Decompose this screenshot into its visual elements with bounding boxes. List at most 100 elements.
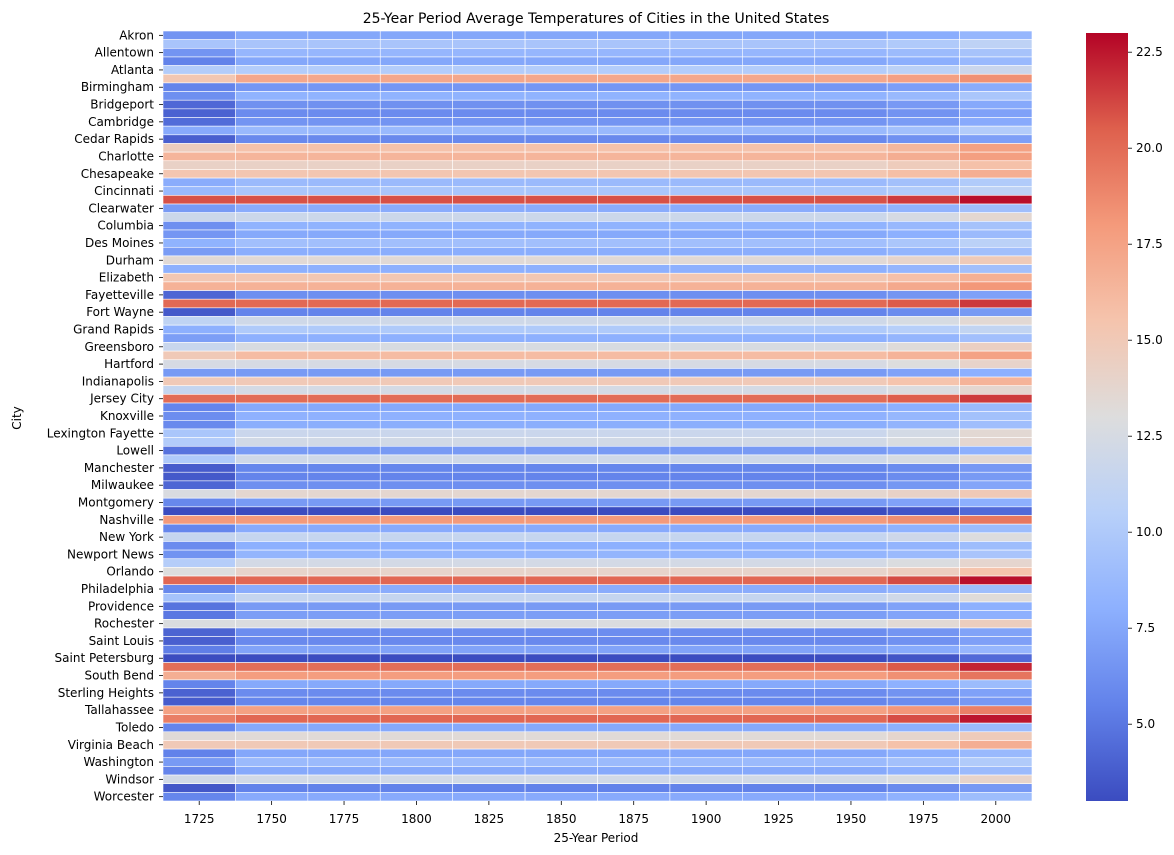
heatmap-cell — [669, 532, 743, 542]
heatmap-cell — [379, 82, 453, 92]
heatmap-cell — [742, 169, 816, 179]
heatmap-cell — [162, 160, 236, 170]
heatmap-cell — [235, 117, 309, 127]
heatmap-cell — [597, 705, 671, 715]
heatmap-cell — [235, 506, 309, 516]
heatmap-cell — [597, 740, 671, 750]
y-tick-label: Durham — [106, 253, 154, 267]
heatmap-cell — [742, 272, 816, 283]
heatmap-cell — [597, 39, 671, 49]
heatmap-cell — [307, 160, 381, 170]
heatmap-cell — [162, 65, 236, 75]
heatmap-cell — [669, 246, 743, 257]
heatmap-cell — [235, 238, 309, 248]
heatmap-cell — [307, 783, 381, 793]
heatmap-cell — [235, 619, 309, 629]
heatmap-cell — [524, 445, 598, 456]
heatmap-cell — [235, 264, 309, 274]
heatmap-cell — [379, 696, 453, 707]
heatmap-cell — [524, 610, 598, 620]
heatmap-cell — [814, 463, 888, 473]
heatmap-cell — [742, 610, 816, 620]
heatmap-cell — [524, 463, 598, 473]
heatmap-cell — [307, 636, 381, 646]
heatmap-cell — [452, 91, 526, 101]
heatmap-cell — [524, 644, 598, 655]
heatmap-cell — [959, 108, 1033, 118]
heatmap-cell — [814, 264, 888, 274]
heatmap-cell — [162, 714, 236, 724]
heatmap-cell — [162, 653, 236, 663]
heatmap-cell — [597, 480, 671, 490]
heatmap-cell — [742, 705, 816, 715]
heatmap-cell — [162, 532, 236, 542]
heatmap-cell — [742, 316, 816, 326]
heatmap-cell — [235, 177, 309, 188]
heatmap-cell — [669, 91, 743, 101]
heatmap-cell — [307, 471, 381, 482]
heatmap-cell — [597, 610, 671, 620]
heatmap-cell — [524, 238, 598, 248]
heatmap-cells — [162, 30, 1033, 802]
heatmap-cell — [814, 636, 888, 646]
heatmap-cell — [886, 705, 960, 715]
heatmap-cell — [379, 99, 453, 110]
heatmap-cell — [379, 454, 453, 464]
heatmap-cell — [959, 264, 1033, 274]
heatmap-cell — [886, 342, 960, 352]
heatmap-cell — [307, 151, 381, 162]
colorbar-tick-label: 20.0 — [1136, 141, 1163, 155]
heatmap-cell — [669, 143, 743, 153]
heatmap-cell — [597, 445, 671, 456]
heatmap-cell — [524, 740, 598, 750]
heatmap-cell — [669, 792, 743, 802]
y-tick-label: Indianapolis — [82, 374, 154, 388]
heatmap-cell — [524, 679, 598, 689]
heatmap-cell — [307, 696, 381, 707]
heatmap-cell — [597, 221, 671, 231]
heatmap-cell — [814, 203, 888, 213]
heatmap-cell — [307, 246, 381, 257]
heatmap-cell — [162, 783, 236, 793]
heatmap-cell — [742, 342, 816, 352]
heatmap-cell — [597, 575, 671, 586]
heatmap-cell — [235, 679, 309, 689]
heatmap-cell — [597, 619, 671, 629]
heatmap-cell — [524, 221, 598, 231]
heatmap-cell — [886, 489, 960, 499]
heatmap-cell — [379, 376, 453, 387]
heatmap-cell — [886, 428, 960, 438]
heatmap-cell — [307, 714, 381, 724]
heatmap-cell — [524, 272, 598, 283]
heatmap-cell — [669, 324, 743, 335]
heatmap-cell — [742, 489, 816, 499]
heatmap-cell — [162, 428, 236, 438]
heatmap-cell — [379, 298, 453, 309]
heatmap-cell — [669, 264, 743, 274]
heatmap-cell — [597, 290, 671, 300]
heatmap-cell — [814, 307, 888, 317]
heatmap-cell — [669, 497, 743, 508]
x-tick-label: 1925 — [763, 812, 794, 826]
heatmap-cell — [524, 420, 598, 430]
heatmap-cell — [235, 65, 309, 75]
heatmap-cell — [597, 333, 671, 343]
heatmap-cell — [235, 151, 309, 162]
heatmap-cell — [452, 774, 526, 784]
heatmap-cell — [379, 463, 453, 473]
heatmap-cell — [597, 714, 671, 724]
heatmap-cell — [162, 298, 236, 309]
heatmap-cell — [235, 73, 309, 84]
heatmap-cell — [162, 740, 236, 750]
heatmap-cell — [307, 82, 381, 92]
heatmap-cell — [379, 740, 453, 750]
heatmap-cell — [742, 670, 816, 681]
heatmap-cell — [814, 376, 888, 387]
heatmap-cell — [235, 307, 309, 317]
heatmap-cell — [452, 39, 526, 49]
heatmap-cell — [669, 428, 743, 438]
heatmap-cell — [597, 567, 671, 577]
heatmap-cell — [886, 601, 960, 611]
y-tick-label: Lexington Fayette — [47, 426, 154, 440]
heatmap-cell — [307, 662, 381, 672]
